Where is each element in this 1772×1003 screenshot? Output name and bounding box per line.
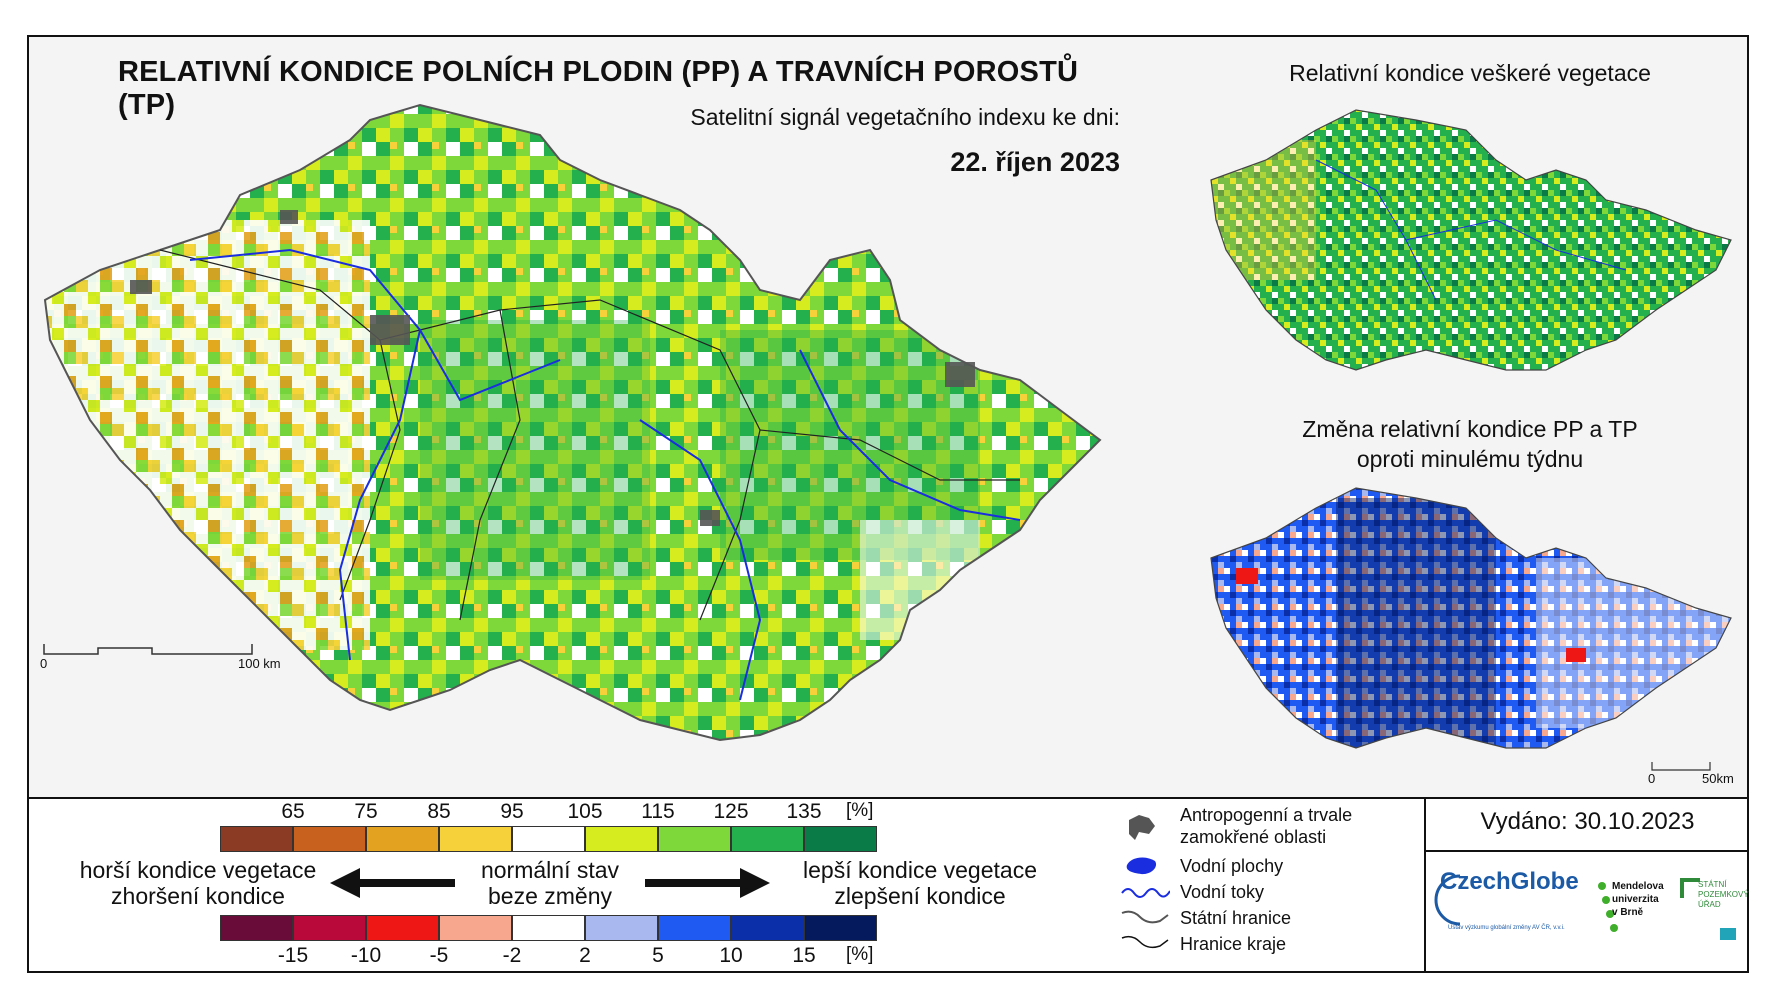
- change-swatch: [439, 915, 512, 941]
- change-tick-label: 5: [652, 944, 664, 967]
- change-swatch: [731, 915, 804, 941]
- spu-logo: STÁTNÍ POZEMKOVÝ ÚŘAD: [1698, 880, 1749, 910]
- anthropogenic-label: Antropogenní a trvale zamokřené oblasti: [1180, 804, 1352, 848]
- condition-tick-label: 125: [713, 800, 749, 823]
- worse-line1: horší kondice vegetace: [79, 857, 317, 883]
- anthropogenic-area-icon: [1129, 815, 1155, 840]
- change-swatch: [220, 915, 293, 941]
- issued-divider-vertical: [1424, 799, 1426, 971]
- better-line2: zlepšení kondice: [834, 883, 1006, 909]
- condition-tick-label: 115: [641, 800, 675, 823]
- change-tick-label: -5: [429, 944, 449, 967]
- normal-label: normální stav beze změny: [460, 857, 640, 909]
- side-map-bottom-title: Změna relativní kondice PP a TP oproti m…: [1210, 414, 1730, 474]
- change-swatch: [658, 915, 731, 941]
- condition-swatch: [220, 826, 293, 852]
- czechglobe-logo-sub: Ústav výzkumu globální změny AV ČR, v.v.…: [1448, 925, 1565, 931]
- condition-swatch: [804, 826, 877, 852]
- condition-swatch: [512, 826, 585, 852]
- worse-label: horší kondice vegetace zhoršení kondice: [58, 857, 338, 909]
- left-arrow-icon: [330, 868, 455, 898]
- right-arrow-icon: [645, 868, 770, 898]
- water-flow-label: Vodní toky: [1180, 882, 1265, 902]
- mendel-logo: Mendelova univerzita v Brně: [1612, 880, 1664, 919]
- main-scale-bar: [43, 644, 253, 655]
- condition-tick-label: 75: [354, 800, 378, 823]
- change-swatch: [585, 915, 658, 941]
- normal-line2: beze změny: [487, 883, 612, 909]
- spu-logo-icon: [1680, 878, 1736, 940]
- issued-date: Vydáno: 30.10.2023: [1480, 808, 1695, 835]
- condition-swatch: [366, 826, 439, 852]
- change-tick-label: -15: [277, 944, 309, 967]
- side-scale-bar: [1651, 762, 1711, 771]
- water-flow-icon: [1121, 888, 1170, 898]
- better-line1: lepší kondice vegetace: [803, 857, 1037, 883]
- czechglobe-logo: CzechGlobe: [1440, 868, 1579, 895]
- issued-divider-horizontal: [1426, 850, 1747, 852]
- condition-swatch: [658, 826, 731, 852]
- anthropogenic-line1: Antropogenní a trvale: [1180, 805, 1353, 825]
- change-tick-label: 10: [719, 944, 743, 967]
- spu-line2: POZEMKOVÝ: [1698, 890, 1749, 899]
- condition-swatch: [585, 826, 658, 852]
- mendel-line1: Mendelova: [1612, 881, 1664, 892]
- change-swatch: [512, 915, 585, 941]
- mendel-logo-icon: [1598, 882, 1618, 932]
- map-title: RELATIVNÍ KONDICE POLNÍCH PLODIN (PP) A …: [118, 56, 1079, 121]
- change-swatch: [293, 915, 366, 941]
- side-vegetation-map: [1210, 109, 1732, 371]
- change-unit: [%]: [846, 944, 874, 965]
- condition-tick-label: 105: [567, 800, 603, 823]
- condition-tick-label: 135: [786, 800, 822, 823]
- side-scale-end: 50km: [1702, 771, 1734, 786]
- region-border-label: Hranice kraje: [1180, 934, 1287, 954]
- condition-tick-label: 65: [281, 800, 305, 823]
- map-date: 22. říjen 2023: [950, 147, 1120, 177]
- side-map-bottom-title-line2: oproti minulému týdnu: [1356, 446, 1584, 472]
- czechglobe-logo-icon: [1434, 874, 1461, 926]
- change-tick-label: 15: [792, 944, 816, 967]
- side-map-top-title: Relativní kondice veškeré vegetace: [1289, 60, 1651, 86]
- change-tick-label: 2: [579, 944, 591, 967]
- change-swatch: [366, 915, 439, 941]
- condition-tick-label: 95: [500, 800, 524, 823]
- change-colorbar: [220, 915, 877, 941]
- spu-line1: STÁTNÍ: [1698, 880, 1727, 889]
- worse-line2: zhoršení kondice: [111, 883, 285, 909]
- mendel-line2: univerzita: [1612, 894, 1659, 905]
- better-label: lepší kondice vegetace zlepšení kondice: [770, 857, 1070, 909]
- region-border-icon: [1121, 935, 1169, 949]
- water-area-label: Vodní plochy: [1180, 856, 1284, 876]
- change-tick-label: -10: [350, 944, 382, 967]
- side-scale-start: 0: [1648, 771, 1656, 786]
- side-map-bottom-title-line1: Změna relativní kondice PP a TP: [1302, 416, 1638, 442]
- main-condition-map: [43, 103, 1102, 742]
- normal-line1: normální stav: [480, 857, 620, 883]
- anthropogenic-line2: zamokřené oblasti: [1180, 827, 1327, 847]
- water-area-icon: [1126, 857, 1157, 875]
- main-scale-start: 0: [40, 656, 48, 671]
- legend-divider: [27, 797, 1749, 799]
- mendel-line3: v Brně: [1612, 907, 1644, 918]
- state-border-label: Státní hranice: [1180, 908, 1292, 928]
- map-subtitle: Satelitní signál vegetačního indexu ke d…: [690, 104, 1120, 130]
- change-swatch: [804, 915, 877, 941]
- condition-swatch: [731, 826, 804, 852]
- condition-swatch: [293, 826, 366, 852]
- spu-line3: ÚŘAD: [1698, 900, 1721, 909]
- condition-colorbar: [220, 826, 877, 852]
- side-change-map: [1210, 487, 1732, 749]
- condition-tick-label: 85: [427, 800, 451, 823]
- main-scale-end: 100 km: [238, 656, 281, 671]
- state-border-icon: [1121, 910, 1169, 924]
- change-tick-label: -2: [502, 944, 522, 967]
- condition-unit: [%]: [846, 800, 874, 821]
- condition-swatch: [439, 826, 512, 852]
